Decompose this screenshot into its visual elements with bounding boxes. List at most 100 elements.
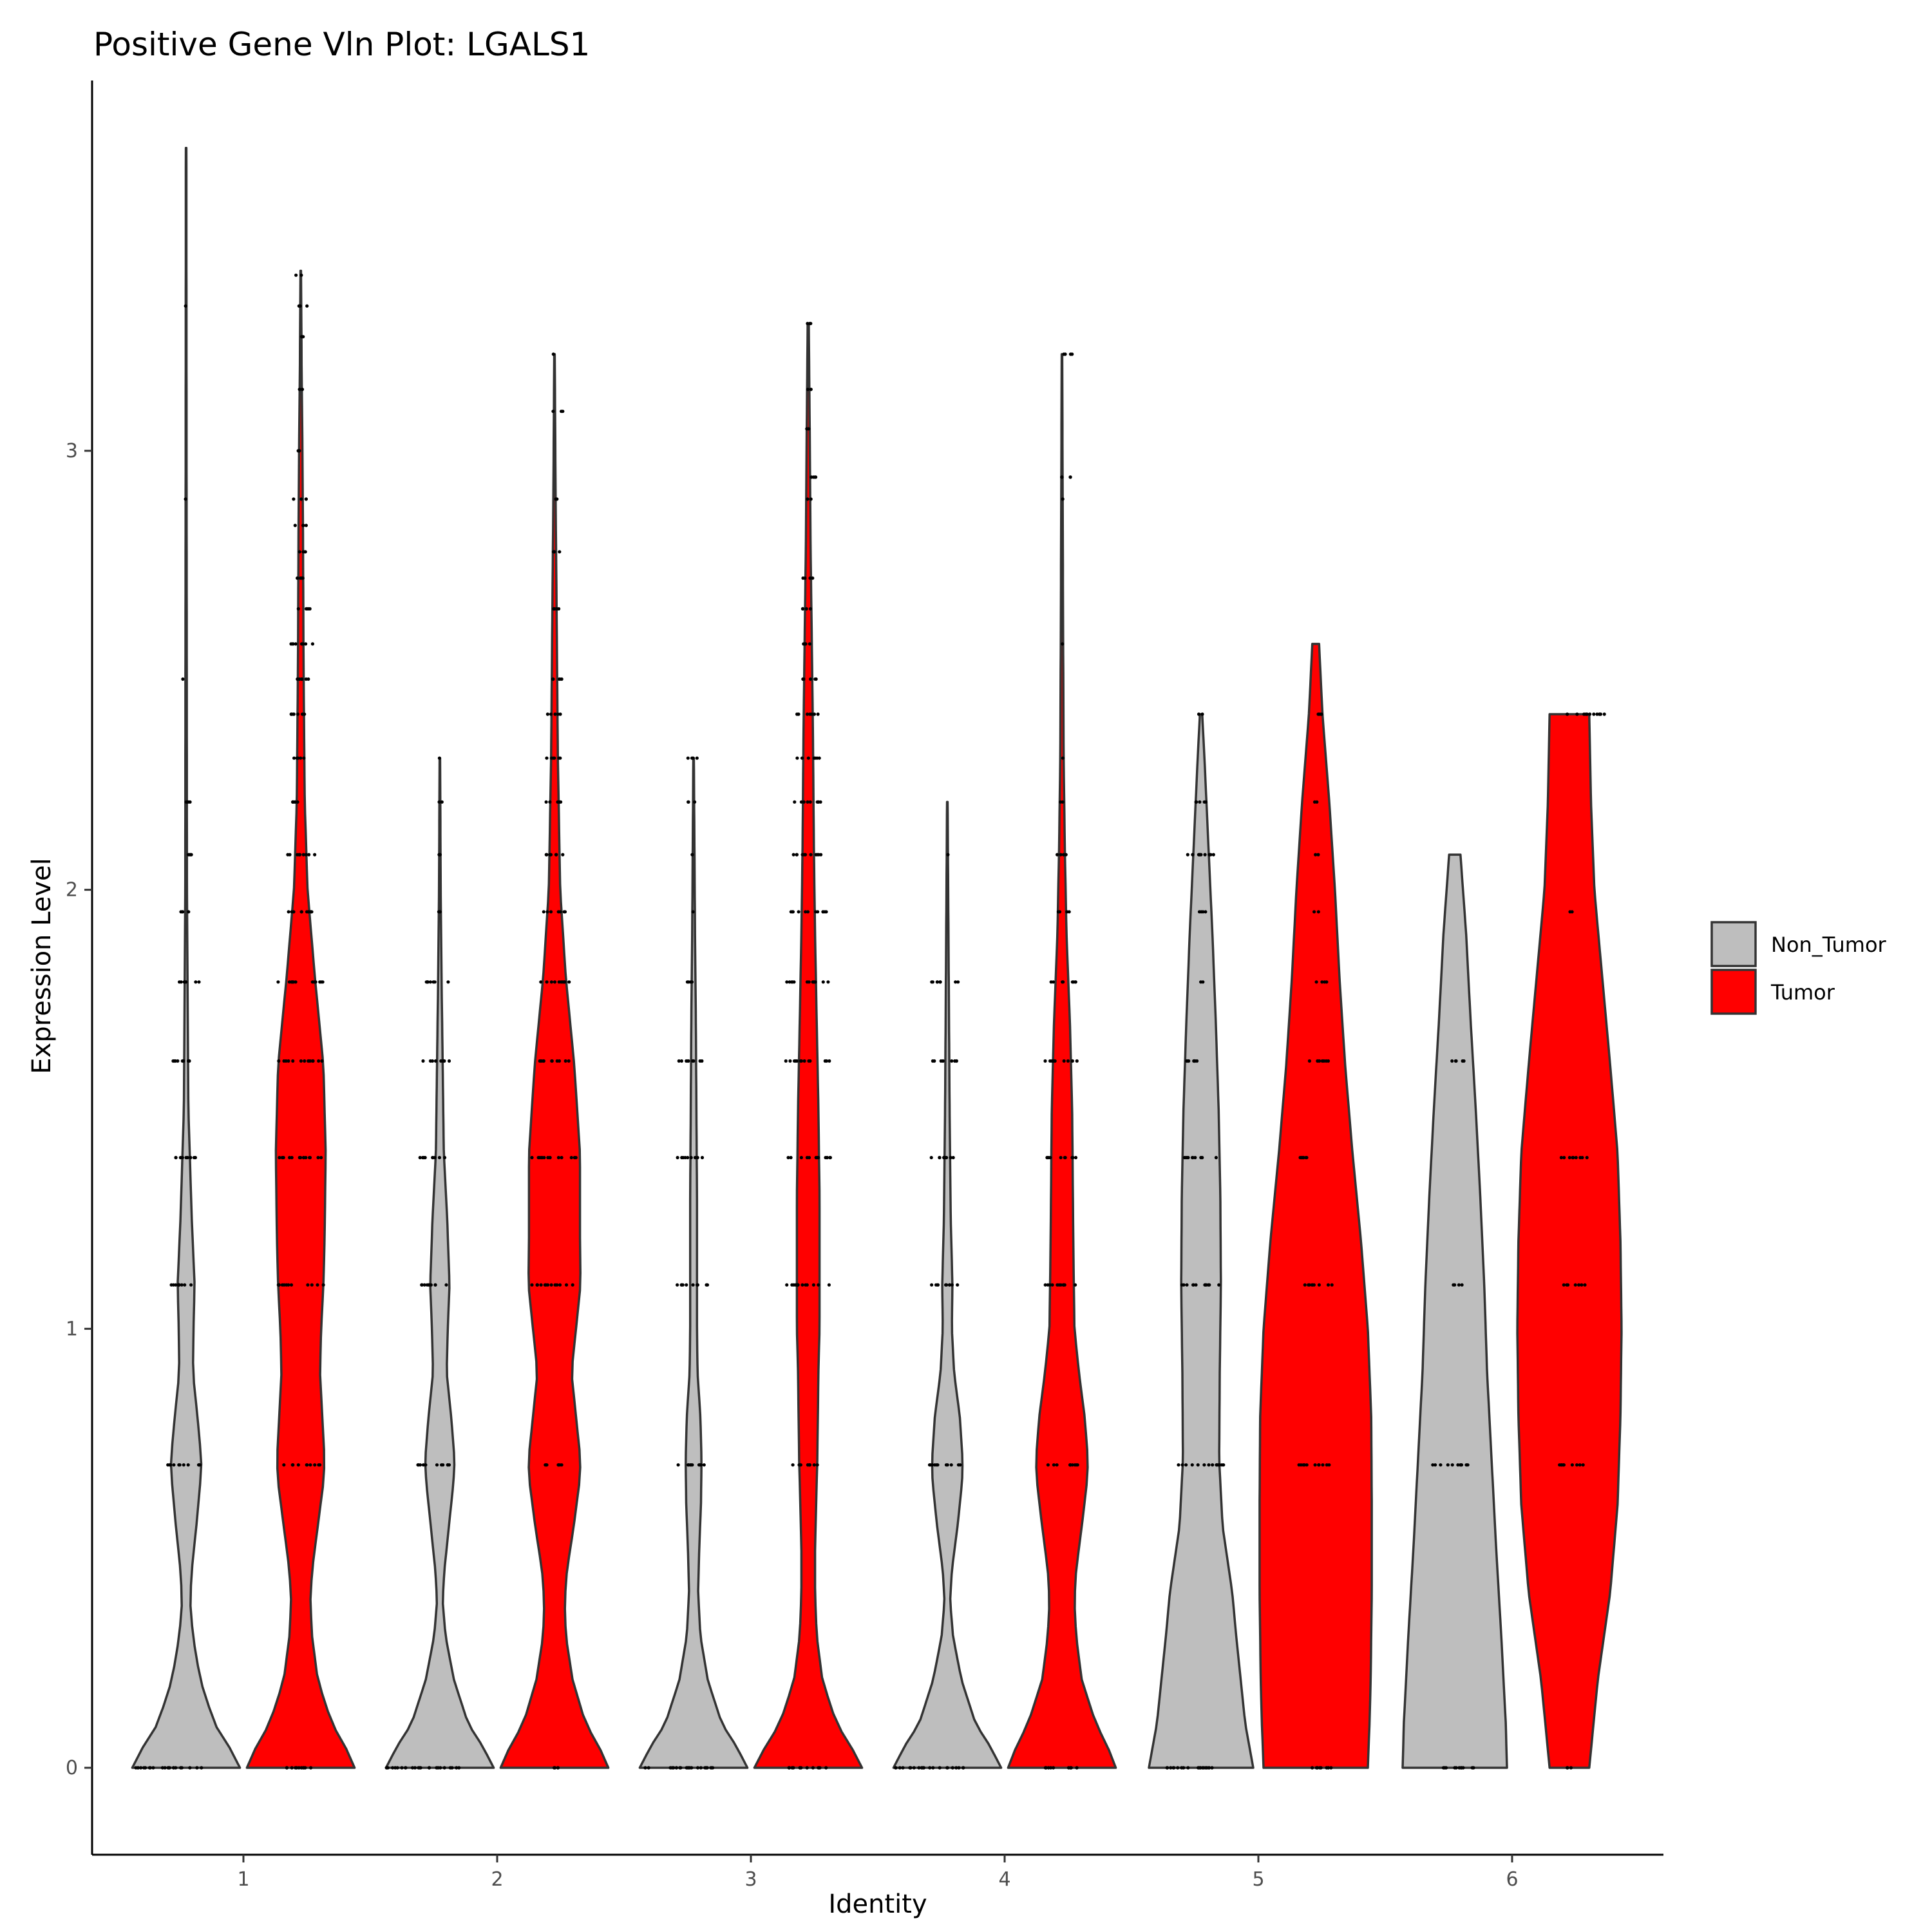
data-point <box>298 388 301 392</box>
data-point <box>1321 1463 1325 1467</box>
data-point <box>300 677 304 681</box>
data-point <box>301 576 305 580</box>
data-point <box>790 910 795 914</box>
data-point <box>433 1059 438 1063</box>
data-point <box>1459 1766 1463 1770</box>
data-point <box>571 1283 574 1287</box>
data-point <box>439 1059 443 1063</box>
data-point <box>288 853 292 857</box>
data-point <box>687 800 690 804</box>
data-point <box>1307 1283 1311 1287</box>
data-point <box>901 1766 905 1770</box>
data-point <box>195 1766 199 1770</box>
data-point <box>696 1155 699 1160</box>
data-point <box>422 1283 426 1287</box>
data-point <box>689 980 693 984</box>
data-point <box>428 1059 433 1063</box>
data-point <box>549 910 553 914</box>
data-point <box>796 1283 800 1287</box>
data-point <box>545 1283 550 1287</box>
data-point <box>1197 712 1201 716</box>
data-point <box>1315 800 1319 804</box>
y-ticks: 0 1 2 3 <box>66 440 92 1779</box>
data-point <box>189 1155 193 1160</box>
data-point <box>954 980 958 984</box>
data-point <box>953 1059 957 1063</box>
data-point <box>1166 1766 1170 1770</box>
data-point <box>1571 1155 1575 1160</box>
data-point <box>446 1463 450 1467</box>
data-point <box>687 1059 690 1063</box>
data-point <box>812 1463 816 1467</box>
data-point <box>1320 1059 1324 1063</box>
data-point <box>1326 1283 1331 1287</box>
data-point <box>1061 853 1066 857</box>
data-point <box>539 980 543 984</box>
data-point <box>304 497 308 501</box>
data-point <box>798 1766 802 1770</box>
data-point <box>643 1766 647 1770</box>
data-point <box>951 1766 954 1770</box>
data-point <box>1043 1766 1047 1770</box>
data-point <box>310 1283 314 1287</box>
data-point <box>815 1463 819 1467</box>
data-point <box>1203 853 1207 857</box>
data-point <box>1470 1766 1474 1770</box>
data-point <box>1180 1766 1184 1770</box>
data-point <box>554 607 559 611</box>
data-point <box>1197 1766 1200 1770</box>
data-point <box>806 910 810 914</box>
data-point <box>296 712 299 716</box>
data-point <box>809 853 813 857</box>
data-point <box>290 910 294 914</box>
data-point <box>647 1766 650 1770</box>
data-point <box>1191 853 1195 857</box>
data-point <box>945 1155 949 1160</box>
data-point <box>187 1059 191 1063</box>
data-point <box>301 524 305 527</box>
data-point <box>455 1766 459 1770</box>
data-point <box>800 1283 804 1287</box>
data-point <box>807 980 811 984</box>
data-point <box>180 1059 184 1063</box>
data-point <box>1325 980 1329 984</box>
data-point <box>289 1283 294 1287</box>
data-point <box>806 388 810 392</box>
violin-tumor-6 <box>1516 713 1623 1769</box>
data-point <box>1330 1283 1334 1287</box>
data-point <box>185 1155 189 1160</box>
data-point <box>166 1766 170 1770</box>
data-point <box>551 352 555 356</box>
data-point <box>296 449 300 453</box>
data-point <box>386 1766 390 1770</box>
data-point <box>151 1766 155 1770</box>
data-point <box>808 642 811 646</box>
data-point <box>160 1766 164 1770</box>
data-point <box>702 1463 706 1467</box>
data-point <box>301 853 305 857</box>
data-point <box>307 677 310 681</box>
data-point <box>198 1463 202 1467</box>
data-point <box>416 1463 420 1467</box>
data-point <box>542 910 545 914</box>
data-point <box>291 800 295 804</box>
data-point <box>912 1766 916 1770</box>
data-point <box>813 475 817 479</box>
data-point <box>1314 853 1318 857</box>
data-point <box>1450 1463 1454 1467</box>
data-point <box>686 756 690 760</box>
data-point <box>805 1766 809 1770</box>
data-point <box>1307 1059 1311 1063</box>
data-point <box>1318 1766 1322 1770</box>
data-point <box>803 576 807 580</box>
data-point <box>691 1283 695 1287</box>
data-point <box>802 853 806 857</box>
data-point <box>556 1766 560 1770</box>
data-point <box>299 910 303 914</box>
data-point <box>1068 475 1072 479</box>
data-point <box>1567 1155 1571 1160</box>
data-point <box>556 1463 560 1467</box>
data-point <box>785 1283 789 1287</box>
data-point <box>553 1766 557 1770</box>
data-point <box>1074 1155 1078 1160</box>
